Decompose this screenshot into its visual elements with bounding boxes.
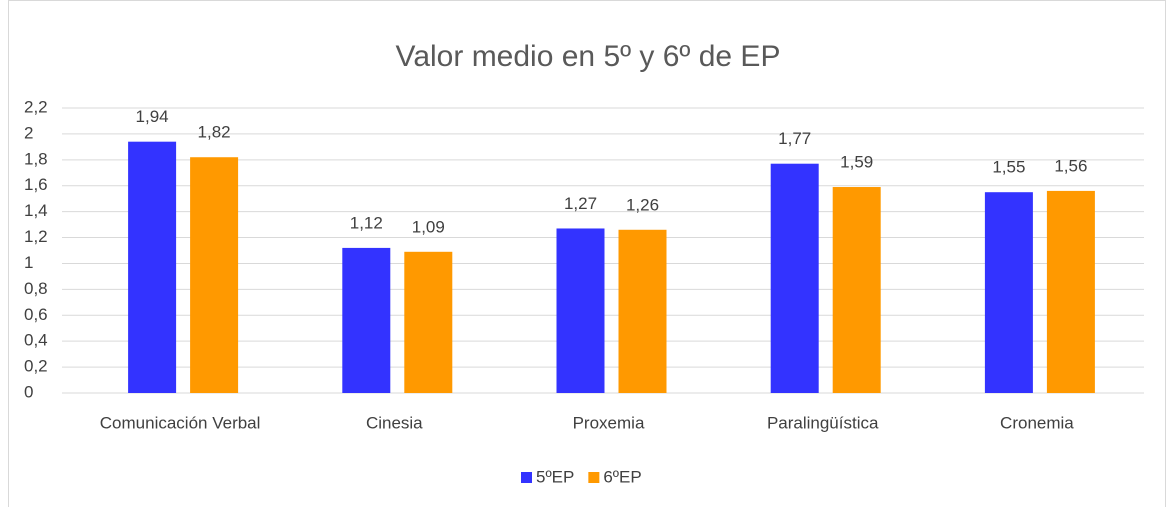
chart-title: Valor medio en 5º y 6º de EP [396, 40, 781, 73]
bar [404, 251, 453, 393]
data-label: 1,82 [198, 123, 231, 142]
data-label: 1,77 [778, 129, 811, 148]
bar [984, 192, 1033, 393]
data-label: 1,26 [626, 195, 659, 214]
legend-label: 5ºEP [536, 467, 574, 486]
y-tick-label: 2 [24, 123, 33, 142]
x-tick-label: Cinesia [366, 413, 423, 432]
y-tick-label: 1,4 [24, 201, 48, 220]
bar [1046, 190, 1095, 393]
data-label: 1,56 [1054, 156, 1087, 175]
y-tick-label: 0,8 [24, 279, 48, 298]
y-tick-label: 1,6 [24, 175, 48, 194]
y-tick-label: 0,2 [24, 357, 48, 376]
y-tick-label: 1,2 [24, 227, 48, 246]
y-tick-label: 1 [24, 253, 33, 272]
y-tick-label: 1,8 [24, 149, 48, 168]
legend-swatch [588, 472, 600, 483]
y-tick-label: 0,4 [24, 331, 48, 350]
legend-swatch [521, 472, 532, 483]
bar [556, 228, 605, 393]
data-label: 1,59 [840, 153, 873, 172]
bar [128, 141, 177, 393]
data-label: 1,27 [564, 194, 597, 213]
y-tick-label: 0,6 [24, 305, 48, 324]
data-label: 1,94 [136, 107, 169, 126]
y-tick-label: 0 [24, 382, 33, 401]
bar [342, 247, 391, 393]
data-label: 1,09 [412, 217, 445, 236]
bar [190, 157, 239, 393]
data-label: 1,55 [992, 158, 1025, 177]
data-label: 1,12 [350, 213, 383, 232]
x-tick-label: Proxemia [573, 413, 645, 432]
legend-label: 6ºEP [603, 467, 641, 486]
x-tick-label: Comunicación Verbal [100, 413, 261, 432]
x-tick-label: Paralingüística [767, 413, 879, 432]
bar [770, 163, 819, 393]
bar [832, 187, 881, 393]
x-tick-label: Cronemia [1000, 413, 1074, 432]
bar [618, 229, 667, 393]
y-tick-label: 2,2 [24, 97, 48, 116]
